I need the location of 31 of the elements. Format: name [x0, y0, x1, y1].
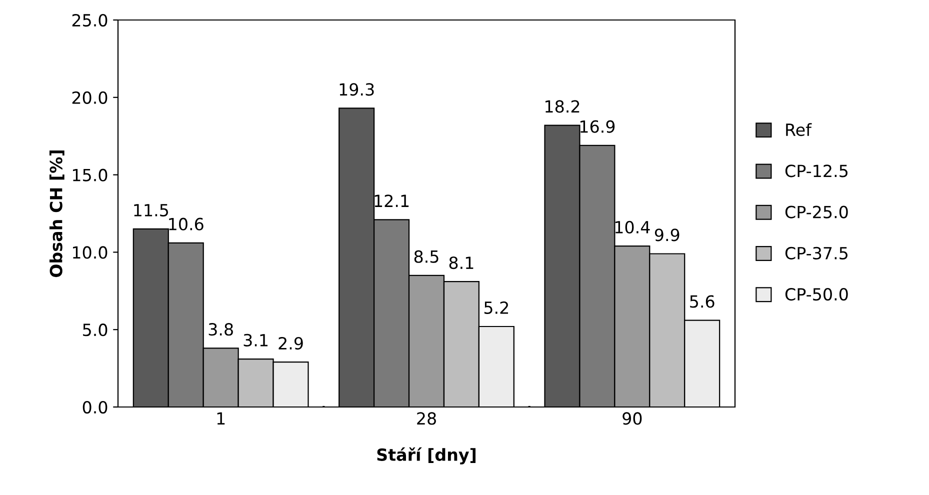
- y-tick-label: 5.0: [83, 324, 108, 336]
- x-tick-label: 28: [417, 412, 436, 425]
- legend-label: CP-37.5: [785, 246, 848, 260]
- data-label: 12.1: [374, 194, 409, 207]
- x-axis-title: Stáří [dny]: [377, 447, 476, 464]
- y-tick-label: 15.0: [73, 168, 108, 182]
- x-tick-label: 90: [622, 412, 642, 425]
- y-tick-label: 25.0: [72, 14, 108, 27]
- data-label: 10.4: [615, 220, 650, 234]
- data-label: 11.5: [134, 204, 168, 216]
- data-label: 18.2: [546, 100, 580, 113]
- y-tick-label: 10.0: [73, 246, 108, 259]
- data-label: 5.6: [690, 295, 714, 308]
- data-label: 19.3: [340, 83, 374, 96]
- data-label: 3.1: [244, 334, 268, 346]
- x-tick-label: 1: [217, 412, 225, 425]
- data-label: 8.1: [449, 256, 474, 270]
- y-tick-label: 20.0: [72, 91, 108, 104]
- legend-label: CP-25.0: [785, 206, 848, 218]
- data-label: 3.8: [208, 323, 233, 336]
- data-label: 5.2: [484, 301, 508, 314]
- legend-label: Ref: [786, 123, 812, 136]
- data-label: 9.9: [654, 228, 680, 242]
- data-label: 8.5: [414, 250, 438, 263]
- data-label: 2.9: [278, 336, 303, 350]
- data-label: 16.9: [580, 120, 615, 133]
- legend-label: CP-50.0: [785, 288, 848, 301]
- y-tick-label: 0.0: [82, 400, 108, 414]
- y-axis-title: Obsah CH [%]: [49, 150, 64, 278]
- data-label: 10.6: [169, 218, 204, 230]
- legend-label: CP-12.5: [785, 164, 848, 178]
